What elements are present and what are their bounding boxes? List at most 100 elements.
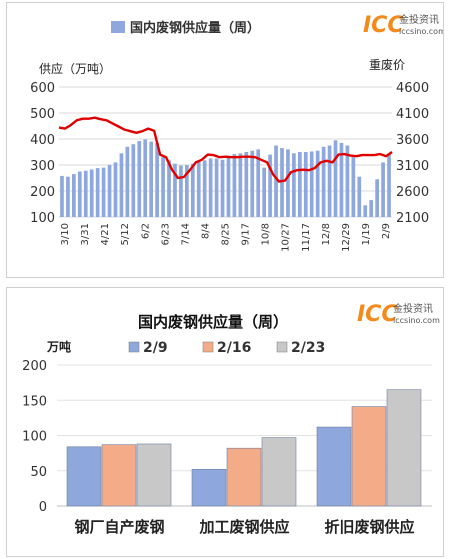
chart2-legend-swatch xyxy=(128,341,140,353)
chart1-supply-bar xyxy=(256,149,261,217)
chart1-supply-bar xyxy=(327,145,332,217)
chart1-logo: ICC 金投资讯 iccsino.com xyxy=(363,13,443,38)
chart1-supply-bar xyxy=(280,148,284,217)
chart1-supply-bar xyxy=(149,141,154,217)
chart1-x-tick-label: 3/31 xyxy=(80,223,91,245)
chart1-supply-bar xyxy=(357,176,362,217)
chart1-y2-tick-label: 2100 xyxy=(396,211,429,226)
chart2-bar-2-16 xyxy=(226,447,262,507)
chart1-x-tick-label: 10/8 xyxy=(261,223,272,245)
chart1-supply-bar xyxy=(345,145,350,217)
chart1-x-tick-label: 2/9 xyxy=(381,223,392,239)
chart1-supply-bar xyxy=(179,165,183,217)
chart1-x-tick-label: 8/25 xyxy=(221,223,232,245)
chart1-x-tick-label: 12/29 xyxy=(341,223,352,252)
chart1-y2-tick-label: 3100 xyxy=(396,159,429,174)
chart1-supply-bar xyxy=(95,168,100,217)
chart1-x-tick-label: 11/17 xyxy=(301,223,312,252)
chart1-y2-tick-label: 3600 xyxy=(396,133,429,148)
chart1-supply-bar xyxy=(208,158,213,217)
chart1-x-tick-label: 1/19 xyxy=(361,223,372,245)
chart2-legend-label: 2/16 xyxy=(217,340,251,356)
chart1-supply-bar xyxy=(107,165,112,217)
chart1-x-tick-label: 4/21 xyxy=(100,223,111,245)
chart1-supply-bar xyxy=(250,150,255,217)
chart2-svg: 国内废钢供应量（周） ICC 金投资讯 iccsino.com 万吨 2/9 2/… xyxy=(22,302,440,536)
chart1-x-tick-label: 5/12 xyxy=(120,223,131,245)
chart1-y-tick-label: 500 xyxy=(30,107,55,122)
chart1-supply-bar xyxy=(387,154,391,217)
chart1-x-tick-label: 10/27 xyxy=(281,223,292,252)
chart1-supply-bar xyxy=(190,163,195,217)
chart1-supply-bar xyxy=(351,157,356,217)
chart1-supply-bar xyxy=(155,142,159,217)
chart2-bar-2-16 xyxy=(101,444,137,507)
chart1-supply-bar xyxy=(173,163,177,217)
chart1-supply-bar xyxy=(369,200,374,217)
chart1-supply-bar xyxy=(89,169,94,217)
chart1-supply-bar xyxy=(232,154,237,217)
chart1-y-tick-label: 600 xyxy=(30,81,55,96)
chart2-y-tick-label: 100 xyxy=(22,430,47,445)
chart2-y-tick-label: 150 xyxy=(22,394,47,409)
chart1-supply-bar xyxy=(220,159,225,217)
chart1-y-axis-title: 供应（万吨） xyxy=(39,61,111,76)
chart1-x-tick-label: 6/23 xyxy=(160,223,171,245)
chart2-legend-swatch xyxy=(202,341,214,353)
logo-url: iccsino.com xyxy=(399,27,443,36)
chart2-bar-2-23 xyxy=(136,443,172,507)
chart1-supply-bar xyxy=(303,152,308,217)
chart1-y-tick-label: 100 xyxy=(30,211,55,226)
chart1-supply-bar xyxy=(101,167,106,217)
chart1-supply-bar xyxy=(196,161,201,217)
chart1-x-tick-label: 7/14 xyxy=(180,223,191,245)
chart2-legend-label: 2/23 xyxy=(291,340,325,356)
chart1-supply-bar xyxy=(238,153,243,217)
chart1-x-tick-label: 12/8 xyxy=(321,223,332,245)
chart1-x-tick-label: 6/2 xyxy=(140,223,151,239)
chart2-category-label: 折旧废钢供应 xyxy=(324,518,414,536)
chart1-y2-axis-title: 重废价 xyxy=(369,57,405,72)
chart1-supply-bar xyxy=(125,146,130,217)
chart2-bar-2-23 xyxy=(386,389,422,507)
chart1-supply-bar xyxy=(381,162,385,217)
chart1-y2-tick-label: 4100 xyxy=(396,107,429,122)
chart1-supply-bar xyxy=(77,171,82,217)
chart2-category-label: 加工废钢供应 xyxy=(198,518,289,536)
chart1-y2-tick-label: 4600 xyxy=(396,81,429,96)
logo-url-2: iccsino.com xyxy=(393,316,440,325)
chart1-supply-bar xyxy=(66,176,70,217)
weekly-supply-price-chart: 国内废钢供应量（周） ICC 金投资讯 iccsino.com 供应（万吨） 重… xyxy=(6,2,444,278)
chart1-y-tick-label: 200 xyxy=(30,185,55,200)
chart2-y-axis-title: 万吨 xyxy=(46,339,71,354)
chart1-svg: 国内废钢供应量（周） ICC 金投资讯 iccsino.com 供应（万吨） 重… xyxy=(30,13,443,252)
chart2-y-tick-label: 50 xyxy=(30,465,47,480)
chart1-supply-bar xyxy=(286,149,290,217)
supply-breakdown-chart: 国内废钢供应量（周） ICC 金投资讯 iccsino.com 万吨 2/9 2/… xyxy=(6,287,444,557)
chart1-supply-bar xyxy=(83,170,88,217)
chart1-supply-bar xyxy=(161,157,165,217)
chart1-y-tick-label: 400 xyxy=(30,133,55,148)
chart1-supply-bar xyxy=(119,153,124,217)
chart1-x-tick-label: 9/17 xyxy=(241,223,252,245)
chart1-supply-bar xyxy=(297,152,302,217)
chart1-supply-bar xyxy=(72,174,76,217)
chart2-y-tick-label: 200 xyxy=(22,359,47,374)
chart1-supply-bar xyxy=(292,153,296,217)
chart1-supply-bar xyxy=(244,152,249,217)
chart1-supply-bar xyxy=(131,144,136,217)
logo-cn: 金投资讯 xyxy=(399,13,439,26)
chart1-supply-bar xyxy=(143,139,148,217)
chart2-bar-2-9 xyxy=(316,426,352,507)
chart1-supply-bar xyxy=(113,162,118,217)
chart2-bar-2-9 xyxy=(191,469,227,507)
chart2-legend-swatch xyxy=(276,341,288,353)
chart1-x-tick-label: 3/10 xyxy=(60,223,71,245)
chart1-supply-bar xyxy=(202,160,207,217)
chart1-supply-bar xyxy=(363,205,368,217)
chart1-supply-bar xyxy=(375,179,379,217)
chart2-bar-2-16 xyxy=(351,406,387,507)
chart2-bar-2-9 xyxy=(66,446,102,507)
logo-mark: ICC xyxy=(363,13,403,38)
chart1-price-line xyxy=(58,116,393,183)
